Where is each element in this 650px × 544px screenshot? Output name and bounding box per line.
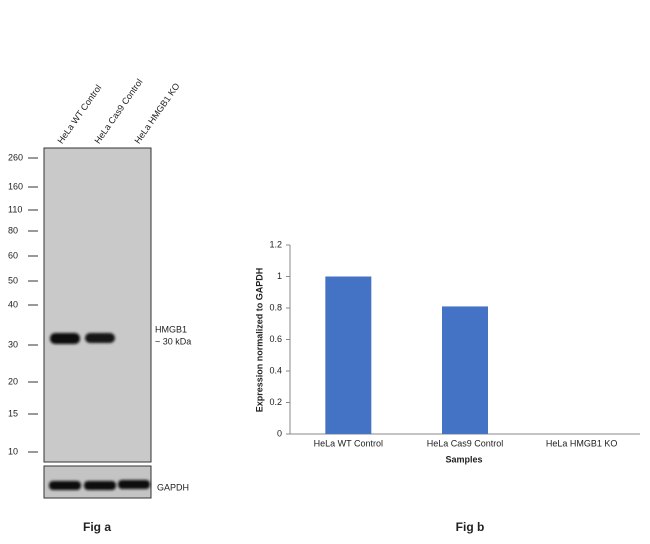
bar [325,276,372,434]
marker-label: 30 [8,339,18,349]
gapdh-band [49,481,81,490]
marker-label: 20 [8,376,18,386]
y-tick-label: 0.6 [269,334,282,344]
x-tick-label: HeLa Cas9 Control [427,438,504,448]
marker-label: 260 [8,152,23,162]
marker-label: 80 [8,225,18,235]
marker-label: 60 [8,250,18,260]
y-tick-label: 0.8 [269,302,282,312]
caption: Fig a [83,520,111,534]
gapdh-band [84,481,116,490]
marker-label: 10 [8,446,18,456]
band-label: HMGB1 [155,324,187,334]
x-tick-label: HeLa HMGB1 KO [546,438,618,448]
x-tick-label: HeLa WT Control [314,438,383,448]
marker-label: 40 [8,299,18,309]
caption: Fig b [456,520,485,534]
lane-label: HeLa HMGB1 KO [132,81,181,145]
y-tick-label: 0.4 [269,365,282,375]
gapdh-band [118,480,150,489]
marker-label: 50 [8,275,18,285]
x-axis-label: Samples [445,454,482,464]
band [50,333,80,344]
marker-label: 160 [8,181,23,191]
y-tick-label: 0.2 [269,397,282,407]
y-tick-label: 0 [277,428,282,438]
band-size: ~ 30 kDa [155,336,191,346]
y-axis-label: Expression normalized to GAPDH [254,268,264,413]
blot-image [43,147,152,463]
y-tick-label: 1.2 [269,239,282,249]
bar [442,306,488,434]
y-tick-label: 1 [277,271,282,281]
bands [49,333,150,490]
marker-label: 110 [8,204,22,214]
loading-control-label: GAPDH [157,482,189,492]
marker-label: 15 [8,408,18,418]
band [85,333,115,343]
